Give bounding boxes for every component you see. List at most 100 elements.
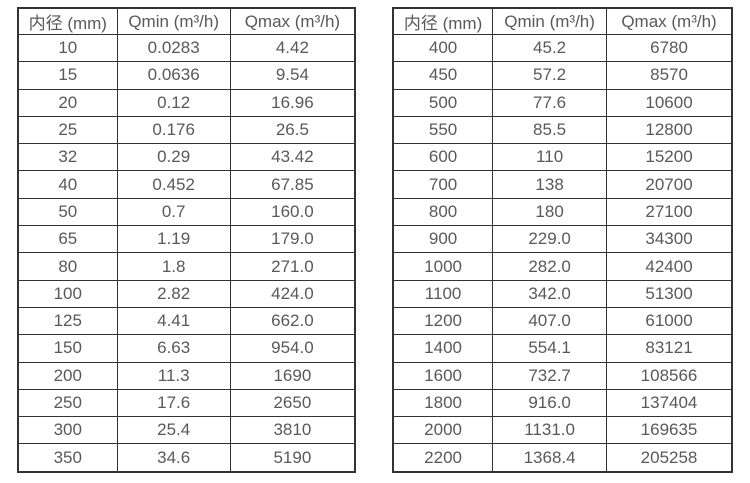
table-cell: 1200 <box>392 306 494 336</box>
table-cell: 32 <box>17 143 118 172</box>
table-cell: 5190 <box>229 443 356 473</box>
table-cell: 250 <box>17 388 118 418</box>
table-cell: 554.1 <box>492 334 608 363</box>
table-cell: 342.0 <box>492 279 608 308</box>
table-cell: 1100 <box>392 279 494 308</box>
table-row: 1100 342.0 51300 <box>392 279 733 308</box>
table-cell: 4.41 <box>116 306 231 336</box>
column-header: 内径 (mm) <box>17 7 118 35</box>
table-cell: 65 <box>17 225 118 254</box>
table-cell: 1000 <box>392 252 494 281</box>
table-cell: 20 <box>17 88 118 117</box>
table-row: 500 77.6 10600 <box>392 88 733 117</box>
table-cell: 179.0 <box>229 225 356 254</box>
table-row: 1600 732.7 108566 <box>392 361 733 390</box>
header-row: 内径 (mm) Qmin (m³/h) Qmax (m³/h) <box>17 7 356 35</box>
table-row: 400 45.2 6780 <box>392 33 733 63</box>
table-row: 125 4.41 662.0 <box>17 306 356 336</box>
table-row: 800 180 27100 <box>392 197 733 227</box>
table-row: 40 0.452 67.85 <box>17 170 356 199</box>
table-cell: 0.7 <box>116 197 231 227</box>
table-row: 2200 1368.4 205258 <box>392 443 733 473</box>
table-cell: 17.6 <box>116 388 231 418</box>
table-cell: 900 <box>392 225 494 254</box>
table-cell: 10 <box>17 33 118 63</box>
table-cell: 732.7 <box>492 361 608 390</box>
table-row: 100 2.82 424.0 <box>17 279 356 308</box>
table-cell: 916.0 <box>492 388 608 418</box>
table-cell: 138 <box>492 170 608 199</box>
table-cell: 40 <box>17 170 118 199</box>
table-cell: 1600 <box>392 361 494 390</box>
table-cell: 42400 <box>606 252 733 281</box>
table-cell: 954.0 <box>229 334 356 363</box>
table-cell: 1400 <box>392 334 494 363</box>
table-cell: 25.4 <box>116 416 231 445</box>
table-cell: 45.2 <box>492 33 608 63</box>
table-cell: 662.0 <box>229 306 356 336</box>
table-cell: 26.5 <box>229 115 356 145</box>
table-cell: 450 <box>392 61 494 90</box>
table-row: 350 34.6 5190 <box>17 443 356 473</box>
table-row: 250 17.6 2650 <box>17 388 356 418</box>
table-cell: 1131.0 <box>492 416 608 445</box>
table-cell: 4.42 <box>229 33 356 63</box>
table-cell: 180 <box>492 197 608 227</box>
table-row: 600 110 15200 <box>392 143 733 172</box>
table-row: 900 229.0 34300 <box>392 225 733 254</box>
table-cell: 3810 <box>229 416 356 445</box>
column-header: Qmin (m³/h) <box>116 7 231 35</box>
table-row: 10 0.0283 4.42 <box>17 33 356 63</box>
table-row: 1200 407.0 61000 <box>392 306 733 336</box>
table-row: 80 1.8 271.0 <box>17 252 356 281</box>
table-cell: 400 <box>392 33 494 63</box>
table-cell: 15200 <box>606 143 733 172</box>
table-cell: 271.0 <box>229 252 356 281</box>
table-row: 15 0.0636 9.54 <box>17 61 356 90</box>
table-cell: 700 <box>392 170 494 199</box>
table-cell: 34.6 <box>116 443 231 473</box>
table-cell: 77.6 <box>492 88 608 117</box>
table-row: 1000 282.0 42400 <box>392 252 733 281</box>
table-cell: 424.0 <box>229 279 356 308</box>
table-cell: 50 <box>17 197 118 227</box>
column-header: Qmax (m³/h) <box>606 7 733 35</box>
table-cell: 229.0 <box>492 225 608 254</box>
table-cell: 20700 <box>606 170 733 199</box>
table-row: 1400 554.1 83121 <box>392 334 733 363</box>
table-cell: 1800 <box>392 388 494 418</box>
table-row: 20 0.12 16.96 <box>17 88 356 117</box>
table-cell: 1.19 <box>116 225 231 254</box>
column-header: 内径 (mm) <box>392 7 494 35</box>
table-cell: 205258 <box>606 443 733 473</box>
table-cell: 1.8 <box>116 252 231 281</box>
table-cell: 110 <box>492 143 608 172</box>
table-row: 700 138 20700 <box>392 170 733 199</box>
column-header: Qmin (m³/h) <box>492 7 608 35</box>
table-cell: 0.29 <box>116 143 231 172</box>
table-cell: 125 <box>17 306 118 336</box>
table-row: 450 57.2 8570 <box>392 61 733 90</box>
table-cell: 407.0 <box>492 306 608 336</box>
table-cell: 2.82 <box>116 279 231 308</box>
table-row: 2000 1131.0 169635 <box>392 416 733 445</box>
table-cell: 0.176 <box>116 115 231 145</box>
table-cell: 600 <box>392 143 494 172</box>
table-cell: 0.12 <box>116 88 231 117</box>
table-row: 200 11.3 1690 <box>17 361 356 390</box>
table-cell: 16.96 <box>229 88 356 117</box>
flow-table-large-diameters: 内径 (mm) Qmin (m³/h) Qmax (m³/h) 400 45.2 6780… <box>392 7 733 473</box>
table-cell: 11.3 <box>116 361 231 390</box>
table-cell: 500 <box>392 88 494 117</box>
table-cell: 27100 <box>606 197 733 227</box>
table-cell: 6.63 <box>116 334 231 363</box>
table-cell: 10600 <box>606 88 733 117</box>
table-cell: 1690 <box>229 361 356 390</box>
table-cell: 0.0283 <box>116 33 231 63</box>
table-cell: 550 <box>392 115 494 145</box>
table-cell: 169635 <box>606 416 733 445</box>
table-cell: 12800 <box>606 115 733 145</box>
table-row: 150 6.63 954.0 <box>17 334 356 363</box>
table-cell: 2000 <box>392 416 494 445</box>
table-cell: 0.0636 <box>116 61 231 90</box>
